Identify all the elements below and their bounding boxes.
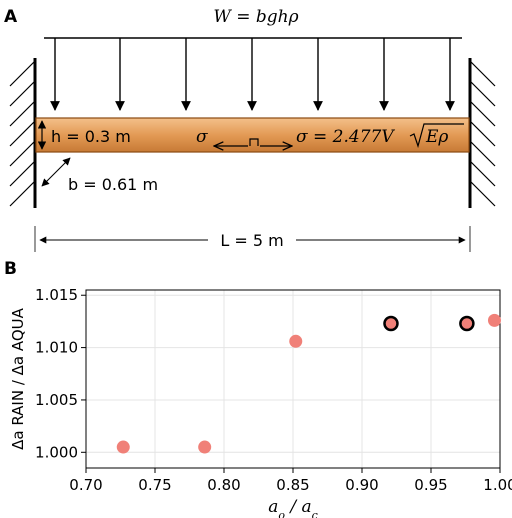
panel-b: B 0.70 0.75 0.80 0.85 0.90 0.95 1.00 1.0001.00… xyxy=(4,259,512,518)
data-point xyxy=(198,440,212,454)
x-tick-label: 0.75 xyxy=(138,476,171,494)
data-point xyxy=(116,440,130,454)
width-dimension-arrow xyxy=(41,157,71,187)
stress-formula: σ = 2.477V xyxy=(296,127,395,147)
x-label-a-o: a xyxy=(268,497,278,517)
scatter-plot: 0.70 0.75 0.80 0.85 0.90 0.95 1.00 1.0001.0051… xyxy=(35,286,512,494)
sqrt-sign xyxy=(409,123,464,149)
panel-b-label: B xyxy=(4,259,17,279)
x-tick-label: 1.00 xyxy=(483,476,512,494)
x-tick-label: 0.80 xyxy=(207,476,240,494)
data-point xyxy=(289,334,303,348)
data-point xyxy=(487,313,501,327)
panel-a: A W = bghρ xyxy=(4,7,496,252)
left-wall xyxy=(9,58,37,208)
crack-notch xyxy=(249,138,259,146)
panel-a-label: A xyxy=(4,7,18,27)
sqrt-term: Eρ xyxy=(425,127,448,147)
highlighted-data-point xyxy=(459,315,475,332)
x-label-sub-c: c xyxy=(312,509,318,518)
y-tick-label: 1.010 xyxy=(35,339,78,357)
y-axis: 1.000 1.005 1.010 1.015 xyxy=(35,286,86,461)
grid xyxy=(85,290,501,468)
data-points xyxy=(116,313,501,454)
width-label: b = 0.61 m xyxy=(68,175,158,194)
load-arrows xyxy=(50,38,455,111)
x-tick-label: 0.90 xyxy=(345,476,378,494)
x-tick-label: 0.70 xyxy=(69,476,102,494)
x-axis-label: ao / ac xyxy=(268,497,318,518)
x-axis: 0.70 0.75 0.80 0.85 0.90 0.95 1.00 xyxy=(69,468,512,494)
x-label-sub-o: o xyxy=(278,509,285,518)
height-label: h = 0.3 m xyxy=(51,127,131,146)
load-formula: W = bghρ xyxy=(213,7,298,27)
stress-left-label: σ xyxy=(196,127,208,147)
x-tick-label: 0.85 xyxy=(276,476,309,494)
x-label-slash: / a xyxy=(285,497,312,517)
y-tick-label: 1.005 xyxy=(35,391,78,409)
y-tick-label: 1.015 xyxy=(35,286,78,304)
length-label: L = 5 m xyxy=(220,231,283,250)
beam xyxy=(35,117,470,153)
y-axis-label: Δa RAIN / Δa AQUA xyxy=(9,307,27,450)
x-tick-label: 0.95 xyxy=(414,476,447,494)
highlighted-data-point xyxy=(383,315,399,332)
right-wall xyxy=(468,58,496,208)
y-tick-label: 1.000 xyxy=(35,443,78,461)
